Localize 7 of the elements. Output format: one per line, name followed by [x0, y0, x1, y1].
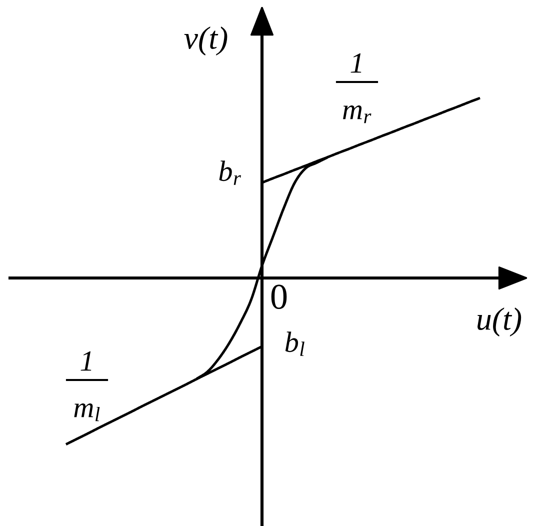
annotation: 1 m$_{r}$ [343, 53, 372, 124]
annotation: 0 [271, 284, 287, 310]
annotation: b$_{r}$ [219, 160, 242, 185]
y-axis-title: v(t) [184, 26, 228, 56]
x-axis-title: u(t) [478, 308, 522, 336]
annotation: 1 m$_{l}$ [74, 351, 100, 422]
annotation: b$_{l}$ [285, 332, 304, 356]
